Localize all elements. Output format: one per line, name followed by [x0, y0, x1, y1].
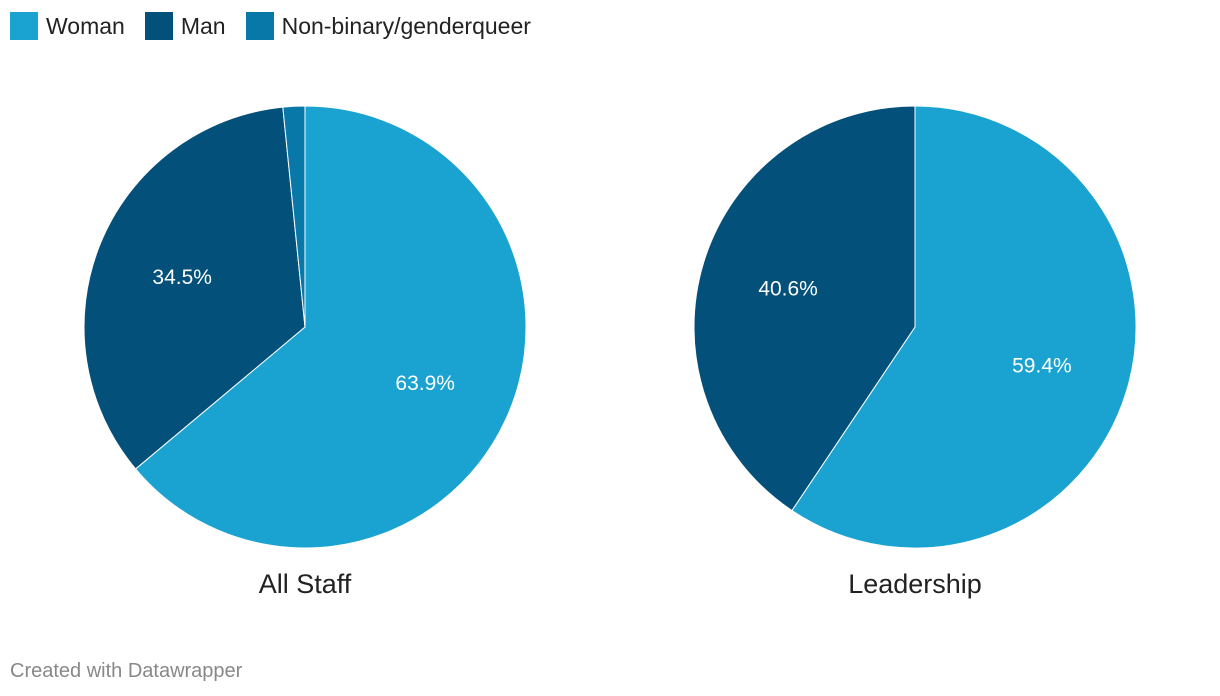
- slice-label-woman: 59.4%: [1012, 355, 1072, 378]
- legend: Woman Man Non-binary/genderqueer: [10, 12, 531, 40]
- legend-label-man: Man: [180, 12, 226, 39]
- pie-title-leadership: Leadership: [848, 569, 982, 599]
- pie-leadership: 59.4% 40.6% Leadership: [693, 105, 1137, 599]
- legend-swatch-man: [144, 12, 173, 40]
- legend-item-nonbinary: Non-binary/genderqueer: [245, 12, 531, 40]
- pie-slice-man: [83, 106, 306, 470]
- legend-swatch-nonbinary: [245, 12, 274, 40]
- pie-slice-man: [693, 105, 916, 512]
- pie-title-all-staff: All Staff: [259, 569, 352, 599]
- legend-item-woman: Woman: [10, 12, 125, 40]
- pie-slice-woman: [134, 105, 527, 549]
- pie-all-staff: 63.9% 34.5% All Staff: [83, 105, 527, 599]
- legend-item-man: Man: [144, 12, 226, 40]
- slice-label-man: 34.5%: [152, 266, 212, 289]
- legend-swatch-woman: [10, 12, 38, 40]
- legend-label-woman: Woman: [46, 12, 125, 39]
- legend-label-nonbinary: Non-binary/genderqueer: [281, 12, 531, 39]
- slice-label-man: 40.6%: [758, 277, 818, 300]
- pie-slice-woman: [791, 105, 1137, 549]
- credit-text: Created with Datawrapper: [10, 660, 243, 682]
- pie-slice-non-binary-genderqueer: [282, 105, 306, 328]
- slice-label-woman: 63.9%: [395, 372, 455, 395]
